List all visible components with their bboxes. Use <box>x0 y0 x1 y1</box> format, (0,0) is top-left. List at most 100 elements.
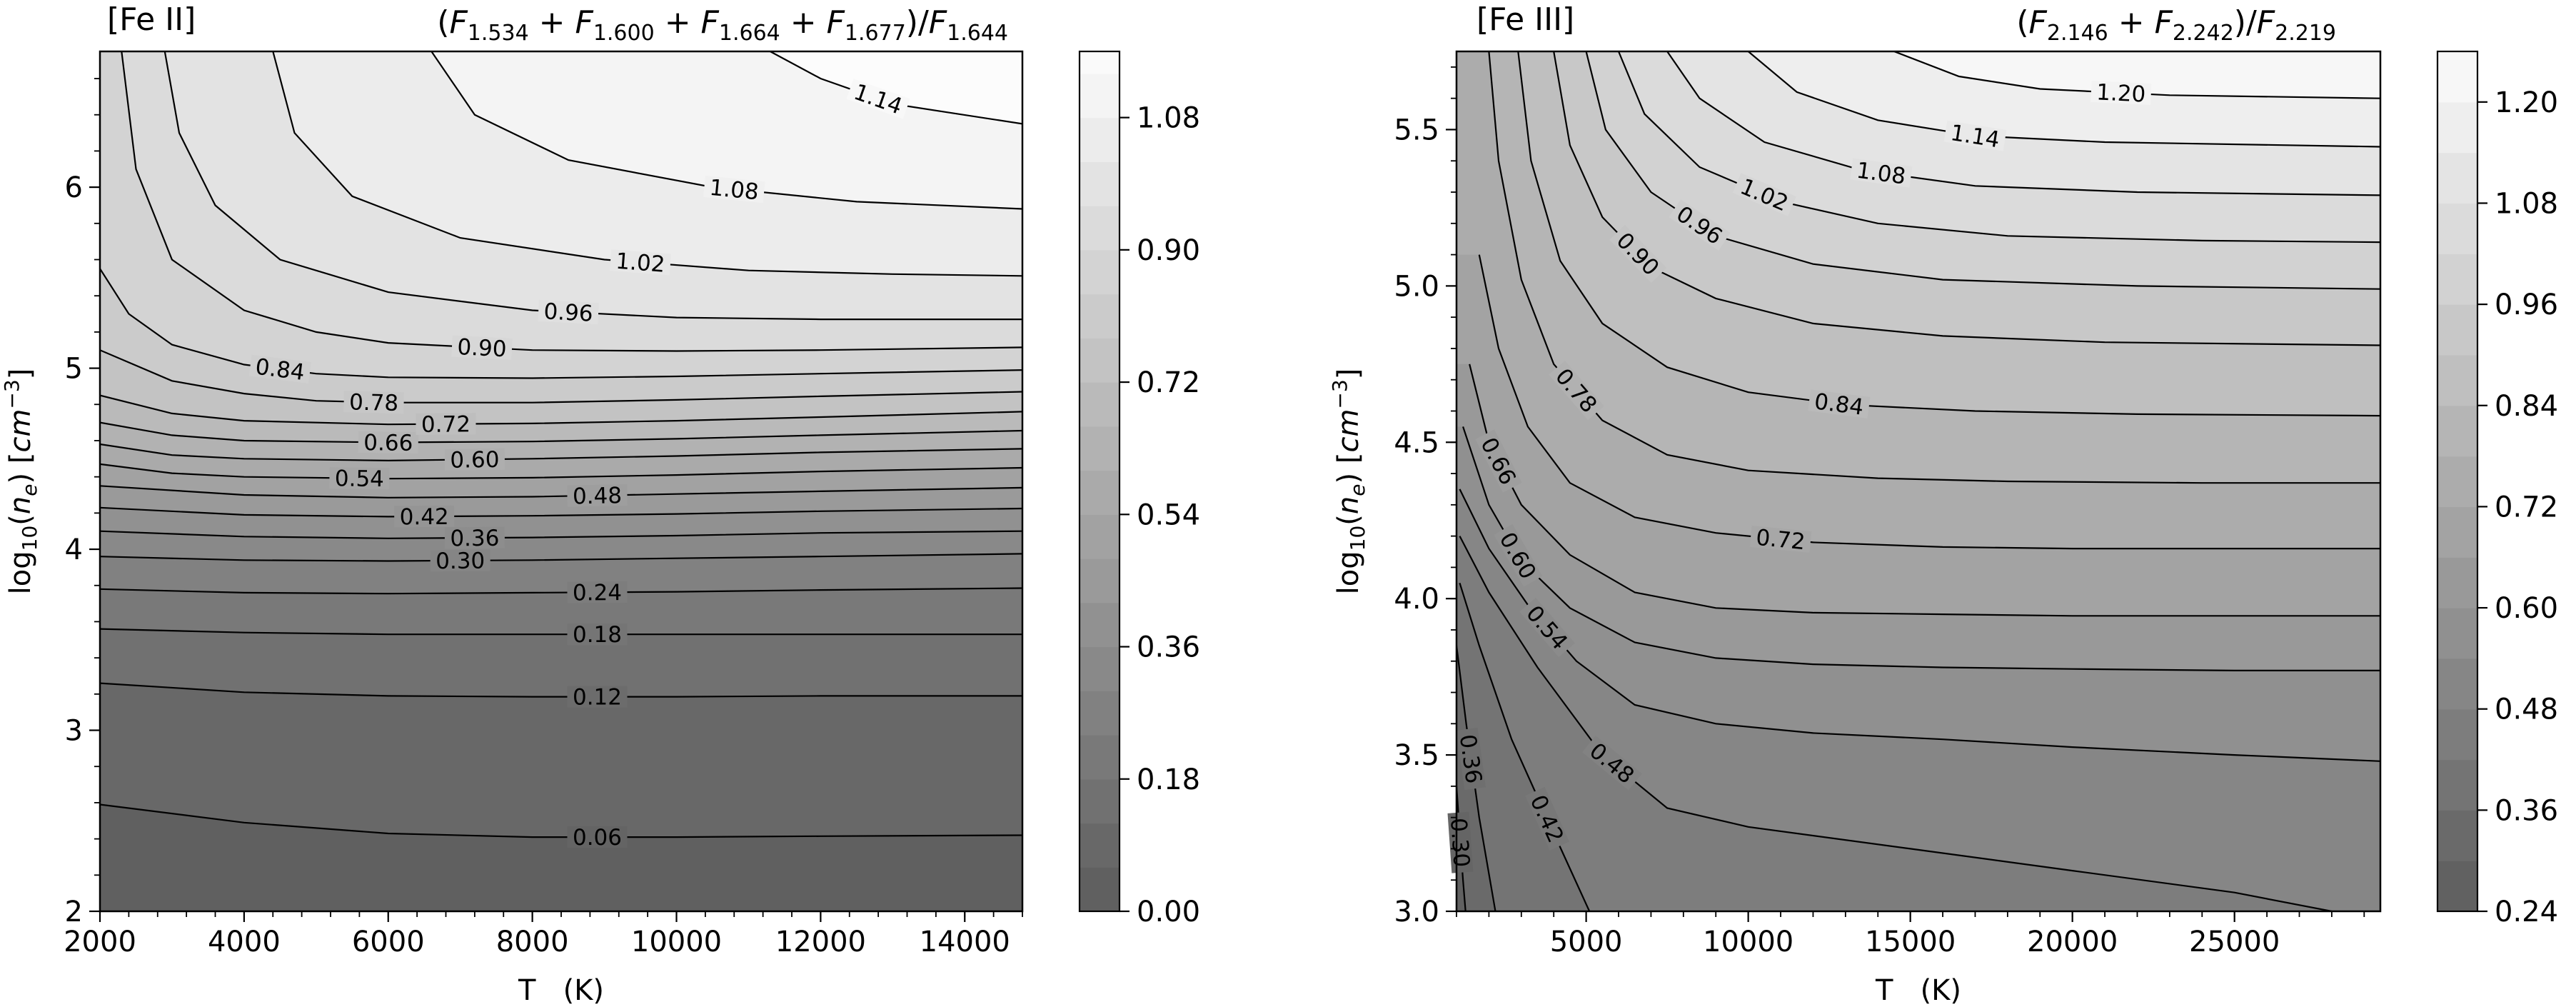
fe2-contour-label-0.18: 0.18 <box>573 622 622 648</box>
fe3-colorbar-label: 0.48 <box>2495 693 2558 726</box>
fe2-colorbar-segment <box>1080 823 1120 868</box>
fe3-colorbar-segment <box>2437 759 2477 811</box>
fe2-contour-line-0.36 <box>100 530 1022 539</box>
fe3-colorbar-segment <box>2437 506 2477 558</box>
fe2-contour-label-bg <box>451 335 513 360</box>
fe2-colorbar-segment <box>1080 867 1120 912</box>
fe2-y-axis-label: log10(ne) [cm−3] <box>0 369 41 595</box>
fe3-colorbar-segment <box>2437 658 2477 710</box>
fe2-contour-label-0.84: 0.84 <box>254 354 306 386</box>
fe3-y-tick-label: 4.5 <box>1394 426 1439 459</box>
fe2-contour-label-bg <box>444 526 505 549</box>
fe3-colorbar-label: 0.60 <box>2495 592 2558 625</box>
fe2-colorbar-segment <box>1080 161 1120 206</box>
fe2-colorbar-segment <box>1080 514 1120 559</box>
fe3-contour-line-1.20 <box>1893 51 2380 99</box>
fe3-colorbar: 0.24 0.36 0.48 0.60 0.72 0.84 0.96 1.08 1.20 <box>2436 50 2558 928</box>
fe2-x-tick-label: 2000 <box>64 926 136 958</box>
fe2-contour-line-1.08 <box>431 51 1022 210</box>
fe3-colorbar-segment <box>2437 557 2477 608</box>
fe3-x-ticks: 5000 10000 15000 20000 25000 <box>1456 911 2365 958</box>
fe3-contour-label-1.20: 1.20 <box>2095 79 2146 107</box>
fe2-colorbar-segment <box>1080 51 1120 74</box>
fe2-colorbar-segment <box>1080 117 1120 162</box>
fe3-contour-label-bg <box>1494 523 1543 587</box>
fe2-contour-line-0.24 <box>100 587 1022 595</box>
fe2-colorbar-segment <box>1080 249 1120 295</box>
fe3-contour-label-bg <box>2091 80 2152 106</box>
fe2-contour-label-0.42: 0.42 <box>400 504 449 530</box>
fe2-y-tick-label: 5 <box>65 353 83 386</box>
fe3-colorbar-segment <box>2437 51 2477 103</box>
fe2-contour-label-0.78: 0.78 <box>349 389 399 416</box>
fe3-contour-label-bg <box>1609 224 1667 283</box>
fe2-contour-line-0.66 <box>100 421 1022 444</box>
fe3-contour-line-0.72 <box>1478 254 2380 550</box>
fe2-contour-label-bg <box>567 826 628 848</box>
fe3-contour-label-bg <box>1456 727 1486 791</box>
fe2-contour-line-0.84 <box>100 268 1022 379</box>
fe2-colorbar-segment <box>1080 558 1120 603</box>
fe2-contour-label-bg <box>394 505 455 528</box>
fe2-contour-label-bg <box>329 467 390 490</box>
fe2-contour-label-0.06: 0.06 <box>573 825 622 851</box>
fe2-contour-label-0.72: 0.72 <box>421 411 471 437</box>
fe2-y-tick-label: 4 <box>65 533 83 566</box>
fe3-colorbar-label: 1.20 <box>2495 86 2558 119</box>
fe2-y-tick-label: 3 <box>65 715 83 748</box>
fe2-colorbar-segment <box>1080 602 1120 648</box>
fe3-colorbar-segment <box>2437 456 2477 508</box>
fe3-x-tick-label: 15000 <box>1865 926 1956 958</box>
fe3-contour-line-1.14 <box>1747 51 2380 148</box>
fe3-contour-label-bg <box>1732 173 1796 216</box>
fe3-colorbar-segment <box>2437 152 2477 204</box>
fe2-x-tick-label: 4000 <box>208 926 281 958</box>
fe3-y-tick-label: 3.0 <box>1394 896 1439 928</box>
fe2-x-ticks: 2000 4000 6000 8000 10000 12000 14000 <box>64 911 1023 958</box>
fe3-x-tick-label: 5000 <box>1550 926 1623 958</box>
fe3-contour-label-bg <box>1519 597 1575 658</box>
fe2-contour-line-1.02 <box>272 51 1022 277</box>
fe2-band-1.14 <box>770 51 1022 124</box>
fe2-title-ratio: (F1.534 + F1.600 + F1.664 + F1.677)/F1.6… <box>437 4 1008 46</box>
fe3-colorbar-segment <box>2437 304 2477 356</box>
fe2-contour-label-0.54: 0.54 <box>335 466 384 492</box>
fe2-contour-lines <box>100 51 1022 838</box>
fe3-contour-line-0.84 <box>1517 51 2380 417</box>
fe3-colorbar-segment <box>2437 254 2477 305</box>
fe3-colorbar-segment <box>2437 101 2477 154</box>
fe2-contour-label-0.12: 0.12 <box>573 685 622 711</box>
fe2-contour-label-1.02: 1.02 <box>615 249 666 278</box>
fe3-colorbar-segment <box>2437 608 2477 659</box>
fe2-colorbar-segment <box>1080 73 1120 119</box>
fe2-y-ticks: 2 3 4 5 6 <box>65 78 100 928</box>
fe3-contour-line-0.90 <box>1553 51 2380 346</box>
fe3-contour-line-0.42 <box>1459 582 1591 911</box>
fe3-title-ion: [Fe III] <box>1476 1 1574 38</box>
fe3-title-ratio: (F2.146 + F2.242)/F2.219 <box>2016 4 2336 46</box>
fe2-contour-label-bg <box>248 354 311 384</box>
fe2-contour-label-bg <box>567 484 628 507</box>
fe2-colorbar-segment <box>1080 294 1120 339</box>
fe3-x-tick-label: 10000 <box>1703 926 1793 958</box>
fe3-colorbar-label: 0.84 <box>2495 390 2558 423</box>
fe2-contour-label-bg <box>567 581 628 603</box>
fe2-contour-label-0.36: 0.36 <box>450 526 499 551</box>
fe2-contour-label-bg <box>444 448 505 471</box>
fe2-colorbar-segment <box>1080 735 1120 780</box>
fe2-contour-label-bg <box>567 623 628 646</box>
fe2-contour-label-0.66: 0.66 <box>363 430 413 456</box>
fe2-contour-label-0.90: 0.90 <box>457 334 508 362</box>
fe2-contour-line-0.42 <box>100 506 1022 518</box>
fe2-title-ion: [Fe II] <box>107 1 196 38</box>
fe3-colorbar-segment <box>2437 861 2477 912</box>
fe3-y-ticks: 3.0 3.5 4.0 4.5 5.0 5.5 <box>1394 66 1456 928</box>
fe2-x-tick-label: 10000 <box>631 926 722 958</box>
fe3-contour-lines <box>1456 51 2380 911</box>
fe2-contour-label-bg <box>567 686 628 708</box>
fe3-plot-frame <box>1455 50 2382 913</box>
fe2-colorbar-segment <box>1080 470 1120 515</box>
fe3-band-1.20 <box>1893 51 2380 99</box>
fe2-colorbar-segment <box>1080 646 1120 691</box>
fe3-contour-line-0.48 <box>1459 536 2333 911</box>
